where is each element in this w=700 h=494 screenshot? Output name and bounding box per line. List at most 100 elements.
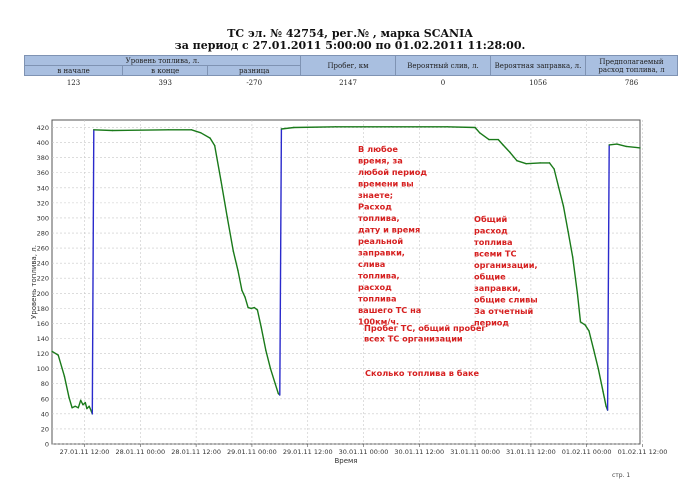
x-tick-label: 28.01.11 00:00 <box>115 448 165 456</box>
fuel-level-segment <box>509 151 518 162</box>
annotation-line: дату и время <box>358 225 420 235</box>
annotation-line: топлива, <box>358 213 400 223</box>
annotation-line: общие <box>474 272 506 282</box>
plot-area <box>51 119 641 445</box>
fuel-level-segment <box>562 205 569 233</box>
fuel-level-segment <box>241 289 246 298</box>
summary-table: Уровень топлива, л. Пробег, км Вероятный… <box>23 55 678 89</box>
annotation-line: всеми ТС <box>474 249 516 259</box>
fuel-level-segment <box>63 375 70 398</box>
diff-value: -270 <box>207 75 301 89</box>
drain-value: 0 <box>395 75 491 89</box>
fuel-level-segment <box>256 309 262 328</box>
fuel-level-segment <box>200 132 211 139</box>
fuel-level-segment <box>84 401 88 410</box>
annotation-line: Сколько топлива в баке <box>365 368 480 378</box>
x-axis-label: Время <box>334 457 357 465</box>
chart-annotation: Сколько топлива в баке <box>365 368 480 378</box>
fuel-level-segment <box>226 215 235 252</box>
expected-consumption-header: Предполагаемый расход топлива, л <box>585 55 678 76</box>
fuel-level-segment <box>625 145 641 149</box>
fuel-level-segment <box>237 270 243 291</box>
annotation-line: любой период <box>358 167 427 177</box>
y-tick-label: 20 <box>41 425 49 433</box>
fuel-level-segment <box>567 230 574 258</box>
fuel-level-segment <box>608 143 618 146</box>
refuel-segment <box>606 144 610 411</box>
fuel-level-segment <box>588 330 595 351</box>
annotation-line: реальной <box>358 236 403 246</box>
fuel-level-segment <box>190 129 202 134</box>
fuel-level-segment <box>79 399 84 406</box>
annotation-line: расход <box>474 226 508 236</box>
y-tick-label: 60 <box>41 395 49 403</box>
refuel-segment <box>91 129 95 415</box>
annotation-line: Общий <box>474 214 507 224</box>
fuel-level-segment <box>597 368 604 392</box>
y-tick-label: 260 <box>37 245 49 253</box>
fuel-level-segment <box>269 368 276 385</box>
report-title: ТС эл. № 42754, рег.№ , марка SCANIA <box>227 27 473 40</box>
y-tick-label: 0 <box>45 441 49 449</box>
fuel-level-segment <box>213 144 222 182</box>
annotation-line: период <box>474 318 509 328</box>
drain-header: Вероятный слив, л. <box>395 55 491 76</box>
fuel-level-segment <box>548 162 555 170</box>
annotation-line: топлива, <box>358 271 400 281</box>
annotation-line: За отчетный <box>474 306 534 316</box>
end-value: 393 <box>122 75 208 89</box>
y-tick-label: 100 <box>37 365 49 373</box>
report-period: за период с 27.01.2011 5:00:00 по 01.02.… <box>174 39 526 52</box>
fuel-level-segment <box>553 168 560 189</box>
page-number: стр. 1 <box>612 472 631 479</box>
expected-header-line1: Предполагаемый <box>599 57 664 66</box>
fuel-level-segment <box>111 129 169 132</box>
annotation-line: 100км/ч. <box>358 317 399 327</box>
y-tick-label: 360 <box>37 169 49 177</box>
fuel-level-segment <box>77 399 82 409</box>
y-tick-label: 400 <box>37 139 49 147</box>
annotation-line: Пробег ТС, общий пробег <box>364 323 486 333</box>
annotation-line: всех ТС организации <box>364 334 463 344</box>
chart-annotation: В любое время, за любой период времени вы зн… <box>358 144 427 327</box>
end-header: в конце <box>122 65 209 76</box>
annotation-line: знаете; <box>358 190 393 200</box>
y-tick-label: 320 <box>37 199 49 207</box>
y-tick-label: 180 <box>37 305 49 313</box>
fuel-level-segment <box>68 396 73 409</box>
x-tick-label: 01.02.11 12:00 <box>618 448 668 456</box>
fuel-level-segment <box>57 354 66 377</box>
mileage-header: Пробег, км <box>300 55 396 76</box>
fuel-level-segment <box>516 159 527 165</box>
fuel-level-segment <box>502 144 511 154</box>
x-tick-label: 30.01.11 00:00 <box>339 448 389 456</box>
x-tick-label: 29.01.11 12:00 <box>283 448 333 456</box>
fuel-level-segment <box>51 350 59 356</box>
refuel-segment <box>279 128 283 396</box>
annotation-line: времени вы <box>358 179 414 189</box>
y-tick-label: 280 <box>37 230 49 238</box>
fuel-level-segment <box>497 138 504 146</box>
annotation-line: заправки, <box>358 248 405 258</box>
expected-header-line2: расход топлива, л <box>598 65 665 74</box>
x-tick-label: 27.01.11 12:00 <box>60 448 110 456</box>
x-tick-label: 01.02.11 00:00 <box>562 448 612 456</box>
annotation-line: общие сливы <box>474 295 538 305</box>
expected-value: 786 <box>585 75 678 89</box>
fuel-level-segment <box>558 187 565 207</box>
annotation-line: расход <box>358 282 392 292</box>
fuel-level-segment <box>572 256 579 294</box>
refuel-header: Вероятная заправка, л. <box>490 55 586 76</box>
y-tick-label: 140 <box>37 335 49 343</box>
y-tick-label: 300 <box>37 214 49 222</box>
annotation-line: слива <box>358 259 385 269</box>
refuel-value: 1056 <box>490 75 586 89</box>
y-tick-label: 220 <box>37 275 49 283</box>
chart-annotation: Общий расход топлива всеми ТС организации, об… <box>474 214 538 328</box>
fuel-level-segment <box>280 126 295 130</box>
fuel-level-segment <box>593 349 599 370</box>
start-value: 123 <box>24 75 123 89</box>
fuel-level-segment <box>576 292 582 323</box>
